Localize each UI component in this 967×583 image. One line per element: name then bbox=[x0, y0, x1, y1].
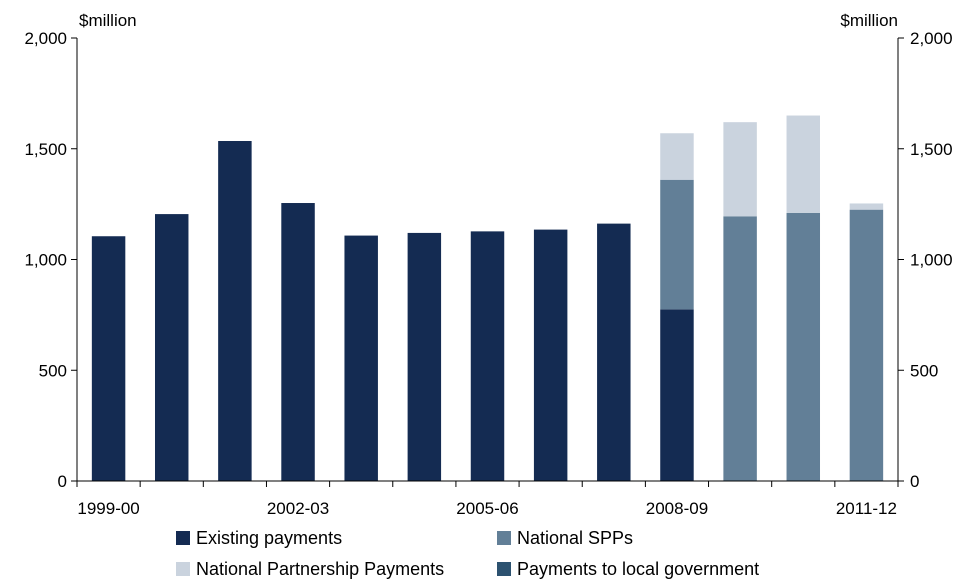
bar-2003-04-existing-payments bbox=[344, 235, 378, 481]
y-tick-label-left: 1,000 bbox=[24, 251, 67, 270]
bar-2010-11-national-partnership-payments bbox=[786, 115, 821, 213]
bars bbox=[91, 115, 884, 482]
bar-2008-09-existing-payments bbox=[660, 309, 694, 481]
legend-label: Payments to local government bbox=[517, 559, 759, 579]
bar-2009-10-national-partnership-payments bbox=[723, 122, 757, 217]
bar-2004-05-existing-payments bbox=[407, 232, 442, 481]
bar-2002-03-existing-payments bbox=[281, 203, 315, 481]
y-tick-label-left: 500 bbox=[39, 361, 67, 380]
legend-label: National Partnership Payments bbox=[196, 559, 444, 579]
x-tick-label: 2008-09 bbox=[646, 499, 708, 518]
y-ticks-right: 0 500 1,000 1,500 2,000 bbox=[898, 29, 953, 491]
bar-2011-12-national-spps bbox=[849, 209, 884, 481]
bar-2006-07-existing-payments bbox=[533, 229, 568, 481]
bar-2005-06-existing-payments bbox=[470, 231, 505, 481]
y-tick-label-left: 2,000 bbox=[24, 29, 67, 48]
y-ticks-left: 0 500 1,000 1,500 2,000 bbox=[24, 29, 77, 491]
bar-2007-08-existing-payments bbox=[597, 223, 631, 481]
bar-1999-00-existing-payments bbox=[91, 236, 126, 481]
x-tick-label: 1999-00 bbox=[77, 499, 139, 518]
bar-2001-02-existing-payments bbox=[218, 140, 252, 481]
y-axis-unit-right: $million bbox=[840, 11, 898, 30]
legend-swatch bbox=[497, 531, 511, 545]
y-tick-label-right: 1,500 bbox=[910, 140, 953, 159]
y-tick-label-right: 500 bbox=[910, 361, 938, 380]
bar-2009-10-national-spps bbox=[723, 216, 757, 481]
legend-label: Existing payments bbox=[196, 528, 342, 548]
bar-2000-01-existing-payments bbox=[154, 214, 189, 481]
bar-2008-09-national-spps bbox=[660, 179, 694, 310]
y-tick-label-left: 0 bbox=[58, 472, 67, 491]
y-tick-label-right: 0 bbox=[910, 472, 919, 491]
legend-swatch bbox=[497, 562, 511, 576]
y-tick-label-right: 2,000 bbox=[910, 29, 953, 48]
y-tick-label-right: 1,000 bbox=[910, 251, 953, 270]
bar-2011-12-national-partnership-payments bbox=[849, 203, 884, 210]
x-ticks: 1999-00 2002-03 2005-06 2008-09 2011-12 bbox=[76, 481, 899, 518]
legend-label: National SPPs bbox=[517, 528, 633, 548]
x-tick-label: 2011-12 bbox=[836, 499, 897, 518]
x-tick-label: 2002-03 bbox=[267, 499, 329, 518]
bar-2008-09-national-partnership-payments bbox=[660, 133, 694, 180]
bar-2010-11-national-spps bbox=[786, 212, 821, 482]
x-tick-label: 2005-06 bbox=[456, 499, 518, 518]
y-tick-label-left: 1,500 bbox=[24, 140, 67, 159]
legend-swatch bbox=[176, 562, 190, 576]
legend: Existing payments National SPPs National P… bbox=[176, 528, 759, 579]
legend-swatch bbox=[176, 531, 190, 545]
y-axis-unit-left: $million bbox=[79, 11, 137, 30]
